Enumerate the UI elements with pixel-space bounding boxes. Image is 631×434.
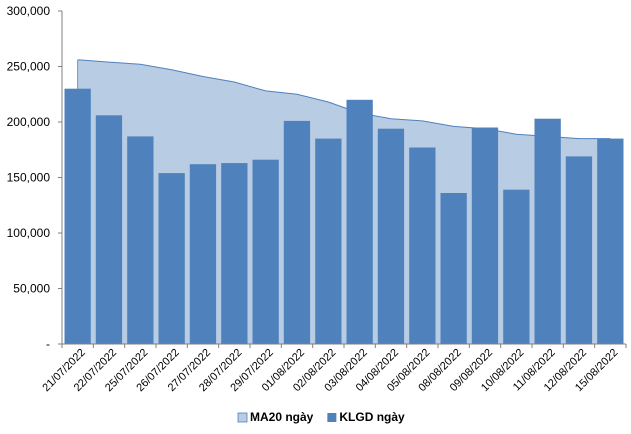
bar-klgd xyxy=(189,164,217,344)
y-tick-label: - xyxy=(46,337,50,351)
y-tick-label: 50,000 xyxy=(13,282,50,296)
legend-label-ma20: MA20 ngày xyxy=(250,410,314,424)
bar-klgd xyxy=(95,115,123,344)
bar-klgd xyxy=(283,120,311,345)
bar-klgd xyxy=(252,159,279,344)
legend-swatch-ma20 xyxy=(237,412,248,423)
y-tick-label: 300,000 xyxy=(7,4,51,18)
bar-klgd xyxy=(440,193,467,344)
bar-klgd xyxy=(377,128,405,344)
bar-klgd xyxy=(158,173,185,344)
bar-klgd xyxy=(64,88,91,344)
ma20-line xyxy=(77,59,611,140)
legend: MA20 ngày KLGD ngày xyxy=(237,410,405,424)
y-tick-label: 100,000 xyxy=(7,226,51,240)
bar-klgd xyxy=(534,118,561,344)
bar-klgd xyxy=(221,163,248,344)
legend-swatch-klgd xyxy=(327,413,337,422)
bar-klgd xyxy=(127,136,154,344)
legend-label-klgd: KLGD ngày xyxy=(339,410,405,424)
bar-klgd xyxy=(565,156,593,344)
bar-layer xyxy=(64,88,624,345)
y-tick-label: 150,000 xyxy=(7,171,51,185)
ma20-area-layer xyxy=(77,59,611,345)
bar-klgd xyxy=(409,147,436,344)
bar-klgd xyxy=(597,138,624,344)
ma20-area xyxy=(77,59,611,345)
y-tick-label: 200,000 xyxy=(7,115,51,129)
bar-klgd xyxy=(315,138,342,344)
bar-klgd xyxy=(346,99,373,344)
y-tick-label: 250,000 xyxy=(7,60,51,74)
bar-klgd xyxy=(503,189,530,344)
bar-klgd xyxy=(471,127,499,344)
